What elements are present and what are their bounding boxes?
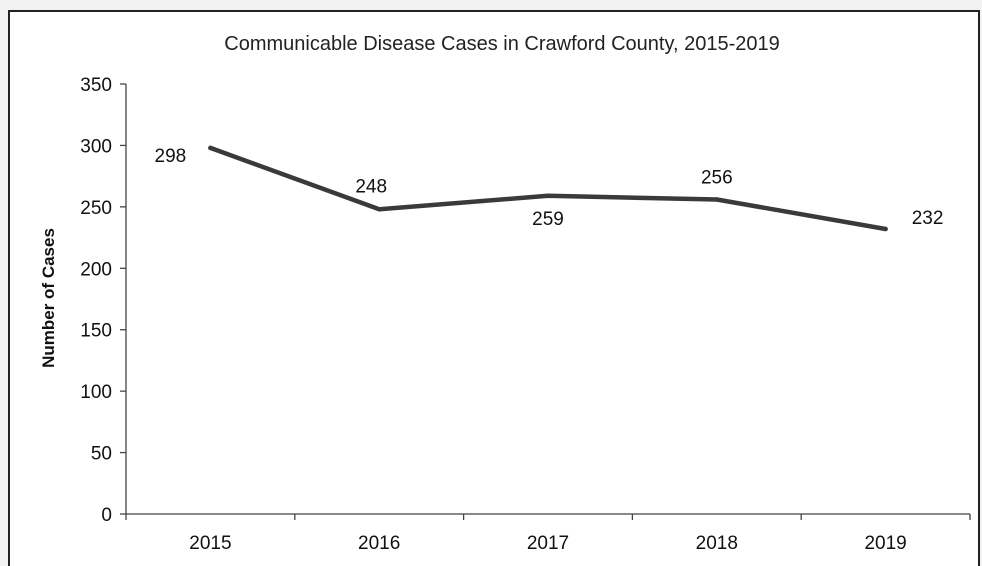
x-tick-label: 2015 <box>189 533 231 554</box>
x-tick-label: 2018 <box>696 533 738 554</box>
y-axis-title: Number of Cases <box>39 228 58 368</box>
data-point <box>208 145 213 151</box>
data-label: 232 <box>912 208 944 229</box>
axes: 0 50 100 150 200 250 300 350 2015 2016 2017 2018 201… <box>80 75 971 554</box>
y-tick-label: 50 <box>91 444 112 465</box>
chart-title: Communicable Disease Cases in Crawford C… <box>224 33 779 55</box>
data-label: 256 <box>701 167 733 188</box>
data-point <box>714 197 719 202</box>
data-point <box>377 207 382 212</box>
x-tick-label: 2016 <box>358 533 400 554</box>
data-label: 259 <box>532 209 564 230</box>
data-point <box>883 226 888 232</box>
data-label: 298 <box>155 146 187 167</box>
y-tick-label: 200 <box>80 259 112 280</box>
y-tick-label: 300 <box>80 136 112 157</box>
y-tick-label: 0 <box>101 505 112 526</box>
x-tick-label: 2017 <box>527 533 569 554</box>
data-point <box>545 193 551 198</box>
y-tick-label: 150 <box>80 321 112 342</box>
x-tick-label: 2019 <box>864 533 906 554</box>
chart-frame <box>8 10 980 566</box>
data-label: 248 <box>355 176 387 197</box>
data-marks: 298 248 259 256 232 <box>155 145 944 232</box>
y-tick-label: 100 <box>80 382 112 403</box>
y-tick-label: 350 <box>80 75 112 96</box>
y-tick-label: 250 <box>80 198 112 219</box>
